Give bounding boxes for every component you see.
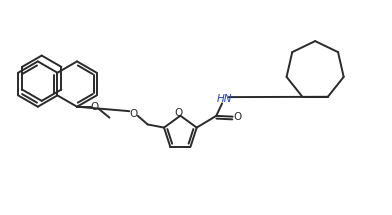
Text: O: O <box>174 108 182 118</box>
Text: O: O <box>233 112 241 122</box>
Text: O: O <box>130 109 138 118</box>
Text: O: O <box>91 102 99 112</box>
Text: HN: HN <box>216 94 232 104</box>
